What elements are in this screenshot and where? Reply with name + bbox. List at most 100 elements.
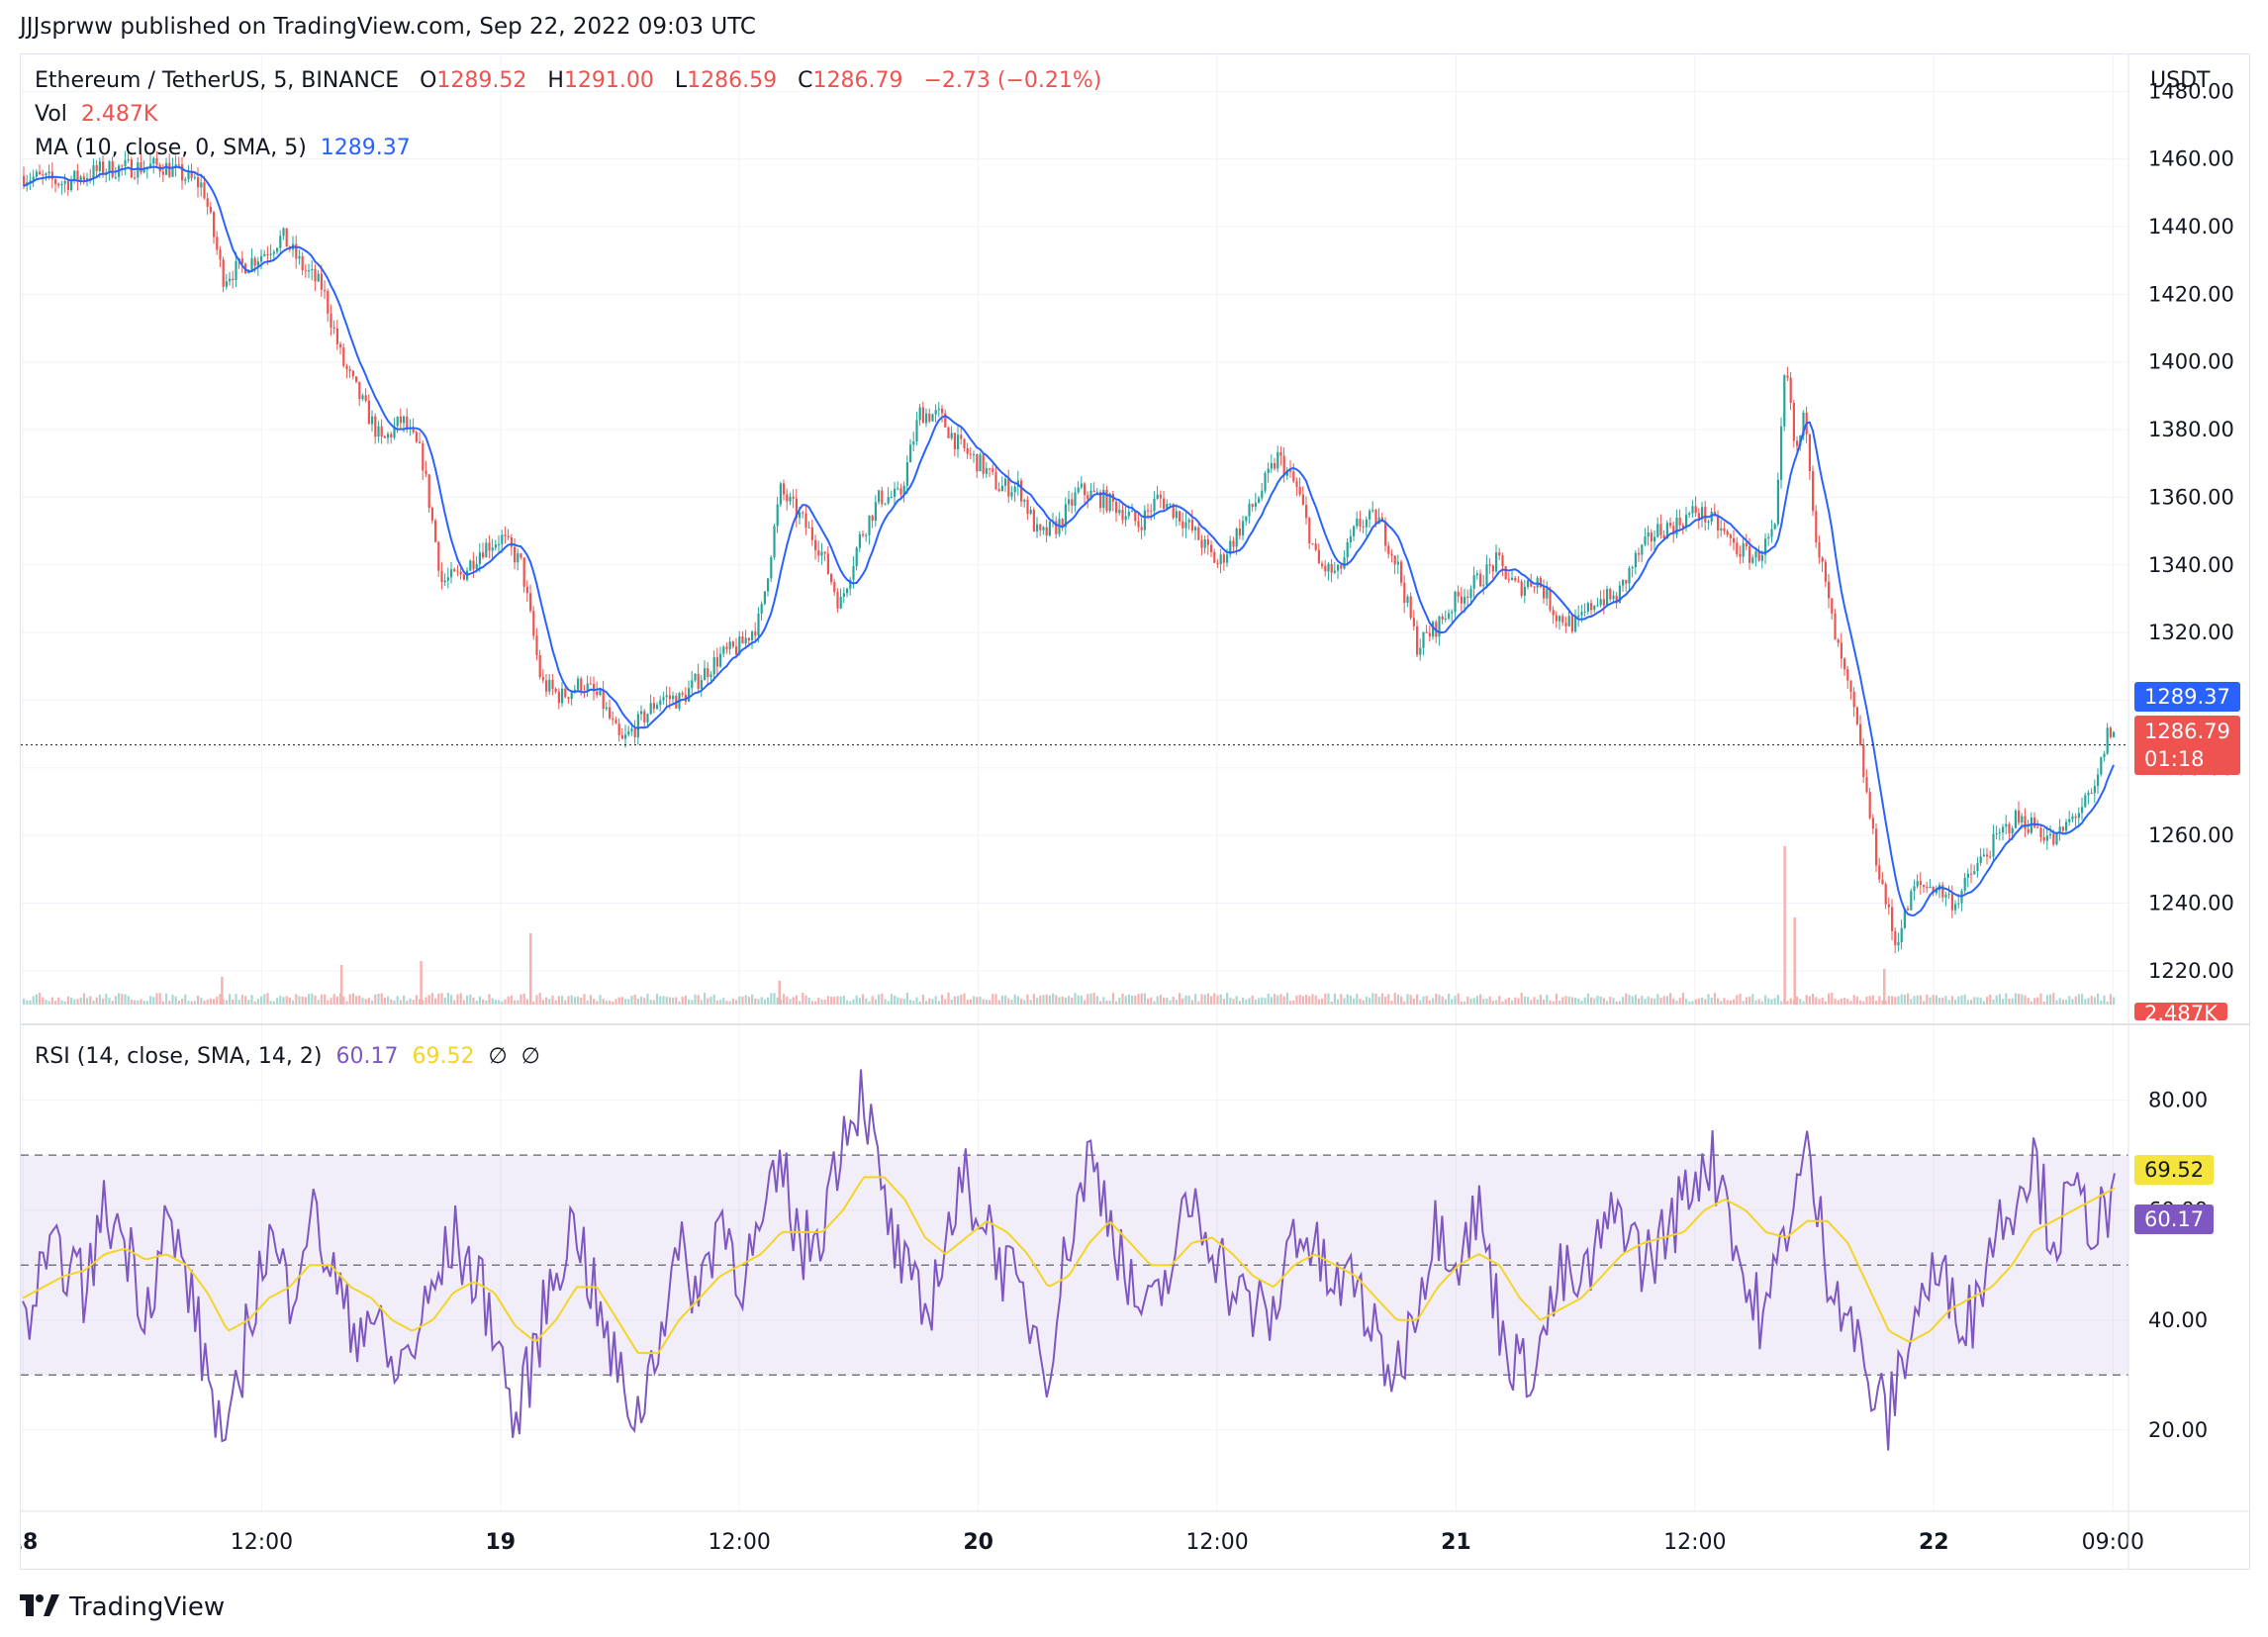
volume-bar [320, 994, 323, 1005]
price-candle-body [1108, 493, 1111, 512]
volume-bar [969, 999, 972, 1005]
price-candle-body [1340, 564, 1343, 569]
volume-bar [1200, 994, 1203, 1005]
price-candle-body [121, 165, 124, 167]
price-candle-body [1824, 561, 1827, 582]
price-candle-body [1979, 856, 1982, 863]
volume-bar [1406, 994, 1409, 1005]
price-candle-body [1095, 492, 1098, 494]
volume-bar [86, 998, 89, 1005]
price-candle-body [522, 557, 525, 587]
price-tick-label: 1380.00 [2148, 418, 2234, 441]
price-candle-body [1739, 553, 1742, 557]
price-candle-body [1852, 691, 1855, 708]
price-candle-body [1242, 521, 1245, 536]
volume-bar [855, 995, 858, 1005]
volume-bar [820, 999, 823, 1005]
price-candle-body [57, 183, 60, 186]
volume-bar [1362, 1000, 1365, 1005]
price-candle-body [1691, 506, 1694, 514]
volume-bar [551, 995, 554, 1005]
brand-name: TradingView [69, 1591, 226, 1622]
volume-bar [1628, 995, 1631, 1005]
price-candle-body [1539, 577, 1542, 588]
volume-bar [308, 994, 311, 1005]
volume-bar [364, 999, 367, 1005]
chart-canvas[interactable]: 1220.001240.001260.001280.001300.001320.… [21, 54, 2249, 1569]
price-candle-body [776, 504, 779, 527]
price-candle-body [1957, 903, 1960, 905]
volume-bar [1089, 993, 1092, 1005]
price-candle-body [804, 513, 807, 529]
volume-bar [934, 996, 937, 1005]
price-candle-body [1878, 865, 1881, 880]
price-candle-body [494, 544, 497, 548]
volume-bar [89, 996, 92, 1005]
rsi-legend[interactable]: RSI (14, close, SMA, 14, 2) 60.17 69.52 … [35, 1044, 540, 1069]
price-candle-body [802, 512, 804, 514]
volume-bar [1577, 998, 1580, 1005]
volume-bar [662, 996, 665, 1005]
price-candle-body [1742, 542, 1745, 557]
price-candle-body [941, 408, 944, 414]
symbol-label[interactable]: Ethereum / TetherUS, 5, BINANCE [35, 68, 400, 93]
price-candle-body [963, 438, 966, 448]
price-candle-body [510, 536, 513, 547]
volume-bar [440, 993, 443, 1005]
volume-bar [1475, 996, 1478, 1005]
volume-bar [367, 998, 370, 1005]
volume-bar [741, 996, 744, 1005]
volume-bar [754, 998, 757, 1005]
price-candle-body [1783, 375, 1786, 427]
price-candle-body [554, 689, 557, 692]
price-candle-body [722, 646, 725, 654]
price-candle-body [488, 542, 491, 551]
price-candle-body [82, 176, 85, 181]
chart-frame[interactable]: 1220.001240.001260.001280.001300.001320.… [20, 53, 2250, 1570]
price-candle-body [1675, 517, 1678, 535]
volume-bar [507, 996, 510, 1005]
price-candle-body [1061, 519, 1064, 528]
volume-bar [2027, 998, 2030, 1005]
volume-bar [950, 1000, 953, 1005]
price-candle-body [430, 508, 433, 521]
time-tick-label: 19 [486, 1530, 517, 1555]
ma-legend[interactable]: MA (10, close, 0, SMA, 5) 1289.37 [35, 136, 411, 160]
price-candle-body [1374, 510, 1377, 525]
volume-bar [1574, 998, 1577, 1005]
price-candle-body [2005, 823, 2008, 827]
open-value: 1289.52 [436, 68, 527, 93]
volume-bar [862, 994, 865, 1005]
price-candle-body [1206, 539, 1209, 545]
price-candle-body [1010, 492, 1013, 497]
volume-bar [1561, 997, 1564, 1005]
price-candle-body [1628, 568, 1631, 584]
volume-bar [1546, 995, 1549, 1005]
volume-bar [127, 996, 130, 1005]
price-candle-body [412, 427, 415, 433]
price-candle-body [440, 570, 443, 583]
volume-bar [1472, 998, 1475, 1005]
volume-bar [1875, 1000, 1878, 1005]
price-candle-body [1077, 487, 1080, 493]
price-candle-body [1792, 403, 1795, 441]
last-price-badge: 1286.79 01:18 [2134, 716, 2240, 775]
volume-bar [583, 994, 586, 1005]
volume-bar [351, 993, 354, 1005]
price-candle-body [1045, 527, 1048, 536]
volume-bar [1681, 993, 1684, 1005]
volume-bar [1137, 994, 1140, 1005]
price-candle-body [2018, 810, 2021, 822]
volume-bar [1963, 994, 1966, 1005]
price-candle-body [1577, 615, 1580, 618]
volume-bar [298, 996, 301, 1005]
price-candle-body [450, 569, 453, 578]
price-candle-body [1678, 517, 1681, 526]
volume-legend[interactable]: Vol 2.487K [35, 102, 157, 127]
volume-label: Vol [35, 102, 67, 127]
price-candle-body [741, 636, 744, 644]
price-tick-label: 1440.00 [2148, 215, 2234, 239]
price-candle-body [485, 542, 488, 558]
footer-brand[interactable]: TradingView [20, 1589, 225, 1624]
price-candle-body [1181, 521, 1184, 529]
